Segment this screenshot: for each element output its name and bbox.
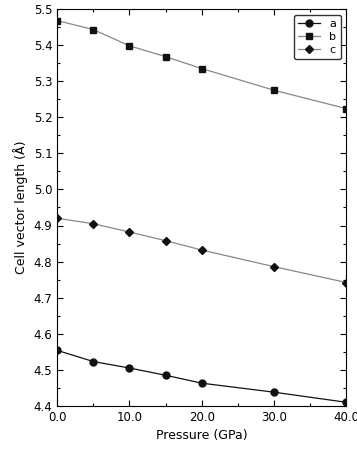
b (55, 18, 59, 23)
Y-axis label: Cell vector length (Å): Cell vector length (Å) (13, 141, 28, 274)
X-axis label: Pressure (GPa): Pressure (GPa) (156, 429, 247, 442)
Line: b: b (54, 17, 350, 112)
b (272, 87, 276, 93)
b (127, 43, 131, 49)
c (344, 280, 348, 285)
c (127, 229, 131, 235)
a (164, 373, 168, 378)
a (272, 390, 276, 395)
c (55, 216, 59, 221)
c (272, 264, 276, 269)
Line: a: a (54, 347, 350, 406)
Line: c: c (54, 215, 350, 285)
a (344, 400, 348, 405)
a (200, 381, 204, 386)
a (55, 348, 59, 353)
c (164, 238, 168, 244)
c (91, 221, 95, 226)
b (164, 54, 168, 60)
b (344, 106, 348, 111)
c (200, 247, 204, 253)
b (91, 27, 95, 32)
a (91, 359, 95, 364)
a (127, 365, 131, 371)
Legend: a, b, c: a, b, c (294, 14, 341, 60)
b (200, 66, 204, 71)
